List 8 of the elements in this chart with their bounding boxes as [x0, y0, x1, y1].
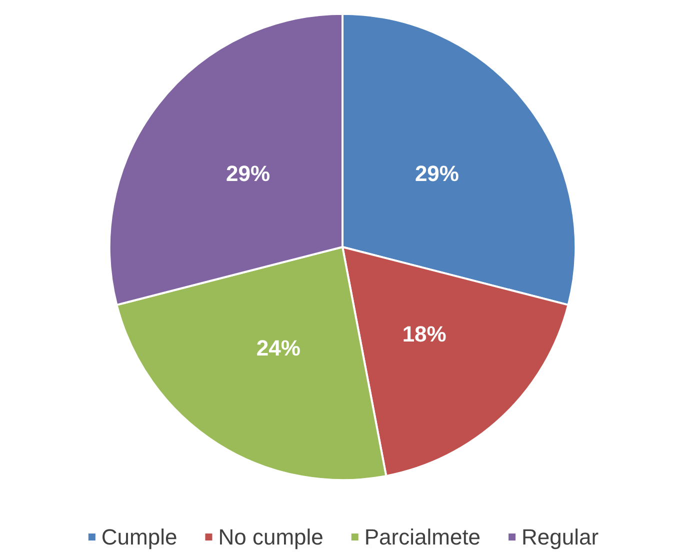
legend-label: Cumple — [101, 524, 178, 550]
data-label: 18% — [402, 322, 446, 347]
legend-label: Regular — [522, 524, 599, 550]
legend-label: No cumple — [218, 524, 324, 550]
data-label: 29% — [226, 161, 270, 186]
data-label: 29% — [414, 161, 459, 186]
data-label: 24% — [256, 335, 300, 360]
legend-label: Parcialmete — [364, 524, 481, 550]
